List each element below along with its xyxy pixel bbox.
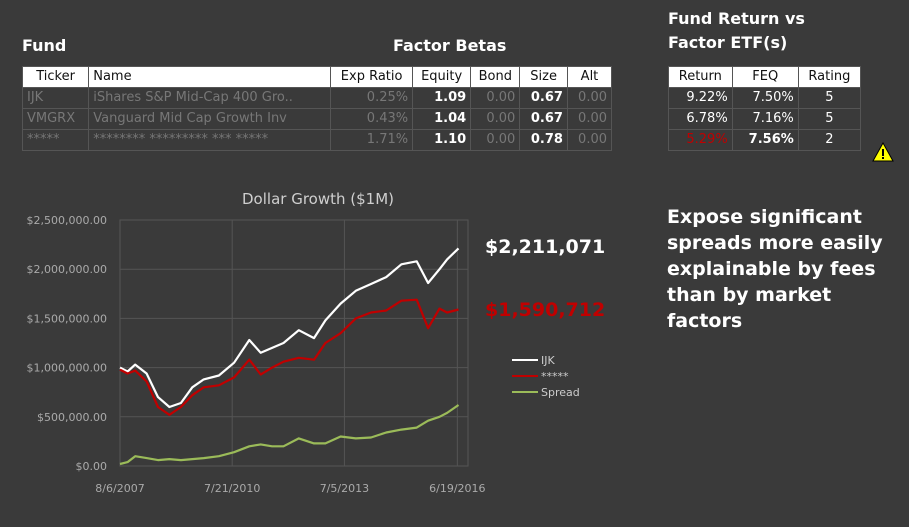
- bond-cell: 0.00: [470, 87, 521, 109]
- x-tick-label: 8/6/2007: [95, 482, 144, 495]
- return-table: Return FEQ Rating 9.22% 7.50% 5 6.78% 7.…: [668, 66, 862, 151]
- return-cell: 6.78%: [668, 108, 733, 130]
- factor-betas-header: Factor Betas: [393, 36, 507, 55]
- rating-cell: 5: [797, 108, 862, 130]
- table-row: IJK iShares S&P Mid-Cap 400 Gro.. 0.25% …: [21, 87, 613, 109]
- table-row: 6.78% 7.16% 5: [668, 108, 862, 130]
- fund-table-header-row: Ticker Name Exp Ratio Equity Bond Size A…: [21, 66, 613, 88]
- y-tick-label: $2,500,000.00: [27, 214, 107, 227]
- size-cell: 0.78: [519, 129, 568, 151]
- col-equity: Equity: [412, 66, 472, 88]
- fund-header: Fund: [22, 36, 67, 55]
- dollar-growth-chart: Dollar Growth ($1M) $0.00 $500,000.00 $1,0…: [27, 190, 580, 495]
- exp-ratio-cell: 1.71%: [330, 129, 414, 151]
- col-rating: Rating: [797, 66, 862, 88]
- table-row: 9.22% 7.50% 5: [668, 87, 862, 109]
- y-tick-label: $1,500,000.00: [27, 312, 107, 325]
- exp-ratio-cell: 0.25%: [330, 87, 414, 109]
- plot-area: [119, 219, 469, 467]
- series-line-0: [119, 247, 460, 409]
- col-alt: Alt: [566, 66, 613, 88]
- fund-table: Ticker Name Exp Ratio Equity Bond Size A…: [21, 66, 613, 151]
- return-table-header-row: Return FEQ Rating: [668, 66, 862, 88]
- feq-cell: 7.50%: [731, 87, 799, 109]
- alt-cell: 0.00: [566, 108, 613, 130]
- x-tick-label: 6/19/2016: [429, 482, 485, 495]
- y-tick-label: $1,000,000.00: [27, 362, 107, 375]
- ticker-cell: VMGRX: [21, 108, 90, 130]
- legend-label: *****: [541, 370, 569, 383]
- rating-cell: 2: [797, 129, 862, 151]
- series-line-2: [119, 404, 460, 466]
- legend-label: IJK: [541, 354, 555, 367]
- name-cell: Vanguard Mid Cap Growth Inv: [88, 108, 332, 130]
- ticker-cell: *****: [21, 129, 90, 151]
- ticker-cell: IJK: [21, 87, 90, 109]
- callout-text: Expose significant spreads more easily e…: [667, 206, 883, 332]
- chart-title: Dollar Growth ($1M): [242, 190, 394, 208]
- table-row: VMGRX Vanguard Mid Cap Growth Inv 0.43% …: [21, 108, 613, 130]
- x-tick-label: 7/21/2010: [204, 482, 260, 495]
- alt-cell: 0.00: [566, 129, 613, 151]
- col-size: Size: [519, 66, 568, 88]
- bond-cell: 0.00: [470, 108, 521, 130]
- name-cell: iShares S&P Mid-Cap 400 Gro..: [88, 87, 332, 109]
- table-row: 5.29% 7.56% 2: [668, 129, 862, 151]
- equity-cell: 1.09: [412, 87, 472, 109]
- ijk-end-value-label: $2,211,071: [485, 236, 606, 258]
- size-cell: 0.67: [519, 108, 568, 130]
- feq-cell: 7.16%: [731, 108, 799, 130]
- legend-label: Spread: [541, 386, 580, 399]
- col-ticker: Ticker: [21, 66, 90, 88]
- y-tick-label: $2,000,000.00: [27, 263, 107, 276]
- col-return: Return: [668, 66, 733, 88]
- return-vs-header: Fund Return vs Factor ETF(s): [668, 9, 805, 52]
- warning-triangle-icon: [872, 142, 894, 162]
- fund-end-value-label: $1,590,712: [485, 299, 606, 321]
- col-feq: FEQ: [731, 66, 799, 88]
- x-tick-label: 7/5/2013: [320, 482, 369, 495]
- exp-ratio-cell: 0.43%: [330, 108, 414, 130]
- alt-cell: 0.00: [566, 87, 613, 109]
- col-bond: Bond: [470, 66, 521, 88]
- col-name: Name: [88, 66, 332, 88]
- feq-cell: 7.56%: [731, 129, 799, 151]
- rating-cell: 5: [797, 87, 862, 109]
- equity-cell: 1.04: [412, 108, 472, 130]
- name-cell: ******** ********* *** *****: [88, 129, 332, 151]
- y-tick-label: $0.00: [76, 460, 108, 473]
- series-line-1: [119, 298, 459, 416]
- size-cell: 0.67: [519, 87, 568, 109]
- bond-cell: 0.00: [470, 129, 521, 151]
- return-cell: 9.22%: [668, 87, 733, 109]
- col-exp-ratio: Exp Ratio: [330, 66, 414, 88]
- equity-cell: 1.10: [412, 129, 472, 151]
- return-cell: 5.29%: [668, 129, 733, 151]
- table-row: ***** ******** ********* *** ***** 1.71%…: [21, 129, 613, 151]
- y-tick-label: $500,000.00: [37, 411, 107, 424]
